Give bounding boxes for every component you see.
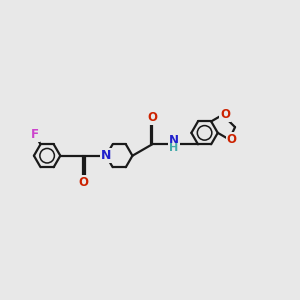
Text: O: O: [147, 112, 157, 124]
Text: H: H: [169, 143, 178, 153]
Text: O: O: [226, 133, 236, 146]
Text: N: N: [101, 149, 111, 162]
Text: N: N: [169, 134, 179, 147]
Text: N: N: [101, 149, 111, 162]
Text: F: F: [31, 128, 39, 141]
Text: O: O: [78, 176, 88, 188]
Text: O: O: [220, 108, 230, 121]
